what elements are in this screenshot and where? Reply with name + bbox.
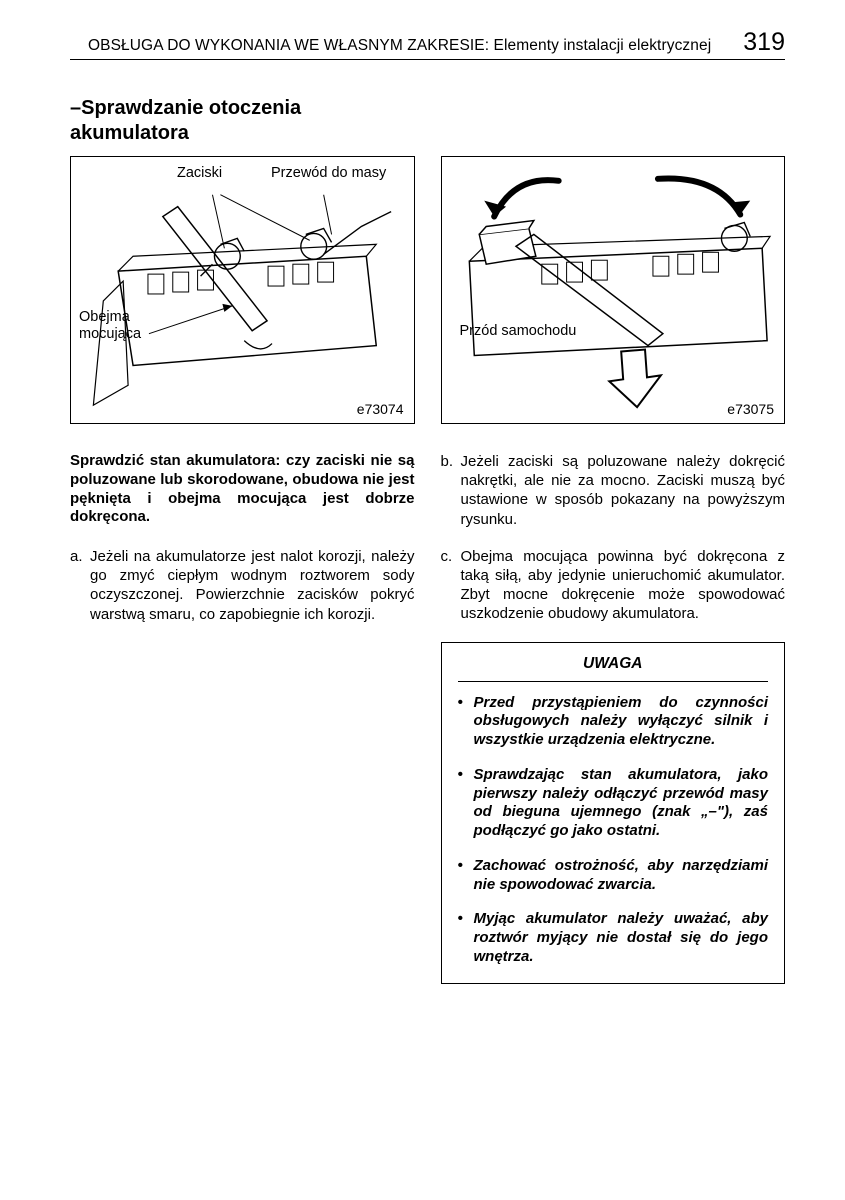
caution-item-2: • Sprawdzając stan akumulatora, jako pie… bbox=[458, 766, 769, 841]
caution-text: Zachować ostrożność, aby narzędziami nie… bbox=[474, 857, 769, 895]
bullet-icon: • bbox=[458, 694, 474, 750]
page-number: 319 bbox=[743, 28, 785, 57]
section-title-line2: akumulatora bbox=[70, 122, 189, 144]
section-title: –Sprawdzanie otoczenia akumulatora bbox=[70, 96, 785, 146]
figure-right: Przód samochodu e73075 bbox=[441, 156, 786, 424]
item-c-marker: c. bbox=[441, 547, 461, 624]
page-header: OBSŁUGA DO WYKONANIA WE WŁASNYM ZAKRESIE… bbox=[70, 28, 785, 60]
item-b: b. Jeżeli zaciski są poluzowane należy d… bbox=[441, 452, 786, 529]
caution-item-3: • Zachować ostrożność, aby narzędziami n… bbox=[458, 857, 769, 895]
label-przewod: Przewód do masy bbox=[271, 165, 386, 182]
caution-title: UWAGA bbox=[458, 655, 769, 682]
text-columns: Sprawdzić stan akumulatora: czy zaciski … bbox=[70, 452, 785, 984]
item-a: a. Jeżeli na akumulatorze jest nalot kor… bbox=[70, 547, 415, 624]
label-obejma-1: Obejma bbox=[79, 309, 130, 326]
section-title-line1: –Sprawdzanie otoczenia bbox=[70, 97, 301, 119]
item-b-marker: b. bbox=[441, 452, 461, 529]
battery-arrows-icon bbox=[442, 157, 785, 423]
left-column: Sprawdzić stan akumulatora: czy zaciski … bbox=[70, 452, 415, 984]
label-obejma-2: mocująca bbox=[79, 326, 141, 343]
figure-left: Zaciski Przewód do masy Obejma mocująca … bbox=[70, 156, 415, 424]
figure-code-left: e73074 bbox=[357, 401, 404, 417]
item-a-body: Jeżeli na akumulatorze jest nalot korozj… bbox=[90, 547, 415, 624]
caution-item-4: • Myjąc akumulator należy uważać, aby ro… bbox=[458, 910, 769, 966]
item-b-body: Jeżeli zaciski są poluzowane należy dokr… bbox=[461, 452, 786, 529]
bullet-icon: • bbox=[458, 857, 474, 895]
caution-box: UWAGA • Przed przystąpieniem do czynnośc… bbox=[441, 642, 786, 984]
bullet-icon: • bbox=[458, 766, 474, 841]
battery-diagram-icon bbox=[71, 157, 414, 423]
figure-row: Zaciski Przewód do masy Obejma mocująca … bbox=[70, 156, 785, 452]
label-przod: Przód samochodu bbox=[460, 323, 577, 340]
caution-text: Sprawdzając stan akumulatora, jako pierw… bbox=[474, 766, 769, 841]
caution-text: Myjąc akumulator należy uważać, aby rozt… bbox=[474, 910, 769, 966]
lead-paragraph: Sprawdzić stan akumulatora: czy zaciski … bbox=[70, 452, 415, 527]
right-column: b. Jeżeli zaciski są poluzowane należy d… bbox=[441, 452, 786, 984]
item-a-marker: a. bbox=[70, 547, 90, 624]
item-c: c. Obejma mocująca powinna być dokręcona… bbox=[441, 547, 786, 624]
bullet-icon: • bbox=[458, 910, 474, 966]
caution-item-1: • Przed przystąpieniem do czynności obsł… bbox=[458, 694, 769, 750]
figure-code-right: e73075 bbox=[727, 401, 774, 417]
label-zaciski: Zaciski bbox=[177, 165, 222, 182]
chapter-title: OBSŁUGA DO WYKONANIA WE WŁASNYM ZAKRESIE… bbox=[70, 37, 729, 55]
caution-text: Przed przystąpieniem do czynności obsług… bbox=[474, 694, 769, 750]
item-c-body: Obejma mocująca powinna być dokręcona z … bbox=[461, 547, 786, 624]
